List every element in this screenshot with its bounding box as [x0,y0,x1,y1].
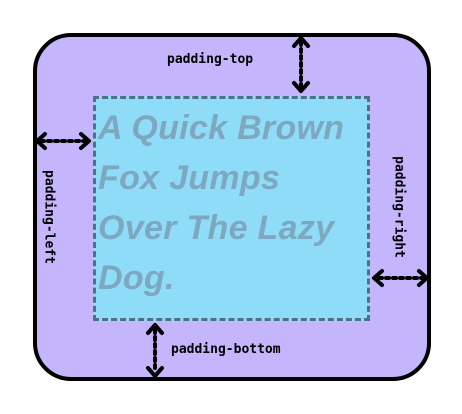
padding-left-label: padding-left [41,170,57,264]
content-area [93,96,370,321]
sample-text-line: Fox Jumps [98,159,281,197]
sample-text: A Quick Brown Fox Jumps Over The Lazy Do… [98,103,368,303]
padding-right-label: padding-right [391,156,407,258]
sample-text-line: A Quick Brown [98,109,345,147]
padding-top-label: padding-top [167,52,254,67]
sample-text-line: Over The Lazy [98,209,335,247]
padding-bottom-label: padding-bottom [171,342,281,357]
sample-text-line: Dog. [98,259,175,297]
